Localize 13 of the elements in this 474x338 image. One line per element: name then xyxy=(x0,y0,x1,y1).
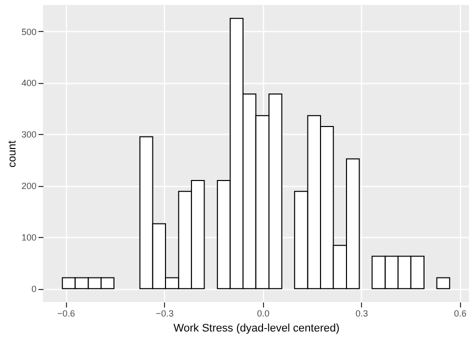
x-tick-label: −0.6 xyxy=(57,308,76,318)
x-tick-label: 0.6 xyxy=(454,308,467,318)
x-tick-label: 0.3 xyxy=(356,308,368,318)
y-tick-label: 200 xyxy=(21,181,36,192)
x-axis-title: Work Stress (dyad-level centered) xyxy=(173,322,340,334)
y-tick-label: 0 xyxy=(31,284,36,294)
y-tick-label: 300 xyxy=(21,130,36,140)
y-axis-title: count xyxy=(6,140,18,168)
x-tick-label: 0.0 xyxy=(256,308,270,318)
y-tick-label: 500 xyxy=(21,26,36,37)
y-tick-label: 400 xyxy=(21,78,36,88)
y-tick-label: 100 xyxy=(21,232,36,243)
x-tick-label: −0.3 xyxy=(156,308,174,318)
